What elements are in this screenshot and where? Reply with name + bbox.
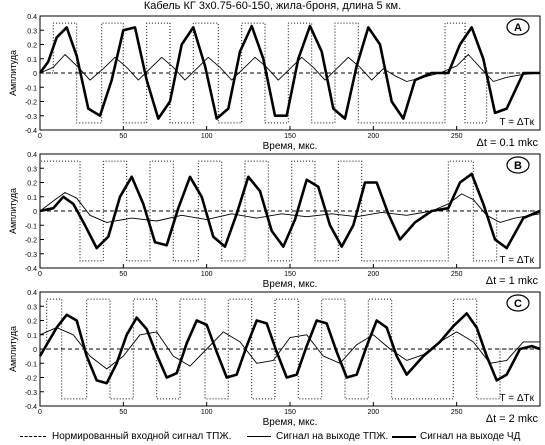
series-line-thin (39, 192, 541, 223)
panel-label: B (514, 160, 522, 172)
x-tick-label: 0 (38, 271, 42, 278)
panel-badge (506, 294, 530, 312)
y-tick-label: -0.2 (25, 376, 37, 383)
y-tick-label: 0.4 (27, 14, 37, 21)
x-tick-label: 50 (119, 409, 127, 416)
y-tick-label: -0.3 (25, 390, 37, 397)
annotation-dt: Δt = 2 mkc (486, 413, 539, 425)
x-tick-label: 150 (284, 271, 296, 278)
x-tick-label: 250 (451, 409, 463, 416)
legend: Нормированный входной сигнал ТПЖ. Сигнал… (0, 428, 545, 445)
x-axis-label: Время, мкс. (263, 279, 318, 290)
y-tick-label: -0.2 (25, 100, 37, 107)
chart-panel-c: 0.40.30.20.10-0.1-0.2-0.3-0.40 50 100 150 20… (8, 290, 541, 428)
annotation-dt: Δt = 1 mkc (486, 275, 539, 287)
legend-swatch-input (20, 436, 46, 437)
x-tick-label: 0 (38, 409, 42, 416)
y-tick-label: 0.2 (27, 319, 37, 326)
y-tick-label: 0 (33, 71, 37, 78)
x-tick-label: 200 (367, 409, 379, 416)
x-tick-label: 50 (119, 271, 127, 278)
y-tick-label: 0.1 (27, 333, 37, 340)
series-line-thin (39, 327, 540, 370)
x-tick-label: 50 (119, 133, 127, 140)
x-tick-label: 250 (451, 271, 463, 278)
panel-label: C (514, 298, 522, 310)
y-axis-label: Амплитуда (8, 188, 18, 234)
x-axis-label: Время, мкс. (263, 417, 318, 428)
x-tick-label: 150 (284, 409, 296, 416)
chart-title: Кабель КГ 3х0.75-60-150, жила-броня, дли… (143, 0, 402, 12)
y-tick-label: 0.4 (27, 152, 37, 159)
y-tick-label: 0 (33, 209, 37, 216)
plot-frame (39, 291, 541, 407)
y-tick-label: 0 (33, 347, 37, 354)
y-tick-label: -0.1 (25, 85, 37, 92)
x-tick-label: 250 (451, 133, 463, 140)
y-tick-label: 0.2 (27, 43, 37, 50)
series-line-thick (39, 172, 541, 250)
y-tick-label: 0.1 (27, 57, 37, 64)
y-tick-label: 0.3 (27, 28, 37, 35)
x-tick-label: 100 (201, 133, 213, 140)
y-axis-label: Амплитуда (8, 50, 18, 96)
panel-label: A (514, 22, 522, 34)
chart-panel-a: 0.40.30.20.10-0.1-0.2-0.3-0.40 50 100 150 20… (8, 14, 541, 152)
series-line-dotted (40, 22, 540, 124)
y-tick-label: 0.4 (27, 290, 37, 297)
panel-badge (506, 18, 530, 36)
chart-panel-b: 0.40.30.20.10-0.1-0.2-0.3-0.40 50 100 150 20… (8, 152, 541, 290)
series-line-thin (39, 54, 541, 82)
plot-frame (39, 15, 541, 131)
y-tick-label: -0.4 (25, 404, 37, 411)
y-tick-label: 0.1 (27, 195, 37, 202)
x-tick-label: 100 (201, 271, 213, 278)
y-tick-label: -0.3 (25, 252, 37, 259)
annotation-period: T = ΔTк (500, 393, 535, 404)
annotation-period: T = ΔTк (500, 255, 535, 266)
y-tick-label: 0.3 (27, 304, 37, 311)
y-tick-label: -0.4 (25, 266, 37, 273)
y-tick-label: 0.3 (27, 166, 37, 173)
y-tick-label: 0.2 (27, 181, 37, 188)
y-tick-label: -0.1 (25, 361, 37, 368)
series-line-thick (38, 312, 541, 385)
x-tick-label: 0 (38, 133, 42, 140)
x-tick-label: 200 (367, 271, 379, 278)
series-line-dotted (40, 298, 540, 400)
legend-swatch-tpzh (247, 436, 271, 437)
y-tick-label: -0.1 (25, 223, 37, 230)
legend-label-tpzh: Сигнал на выходе ТПЖ. (276, 431, 389, 442)
x-axis-label: Время, мкс. (263, 141, 318, 152)
y-tick-label: -0.3 (25, 114, 37, 121)
series-line-dotted (39, 160, 540, 262)
y-tick-label: -0.4 (25, 128, 37, 135)
legend-label-chd: Сигнал на выходе ЧД (420, 431, 521, 442)
y-tick-label: -0.2 (25, 238, 37, 245)
annotation-period: T = ΔTк (500, 117, 535, 128)
legend-swatch-chd (392, 436, 416, 438)
y-axis-label: Амплитуда (8, 326, 18, 372)
x-tick-label: 150 (284, 133, 296, 140)
annotation-dt: Δt = 0.1 mkc (477, 137, 539, 149)
legend-label-input: Нормированный входной сигнал ТПЖ. (52, 431, 232, 442)
x-tick-label: 100 (201, 409, 213, 416)
x-tick-label: 200 (367, 133, 379, 140)
panel-badge (506, 156, 530, 174)
